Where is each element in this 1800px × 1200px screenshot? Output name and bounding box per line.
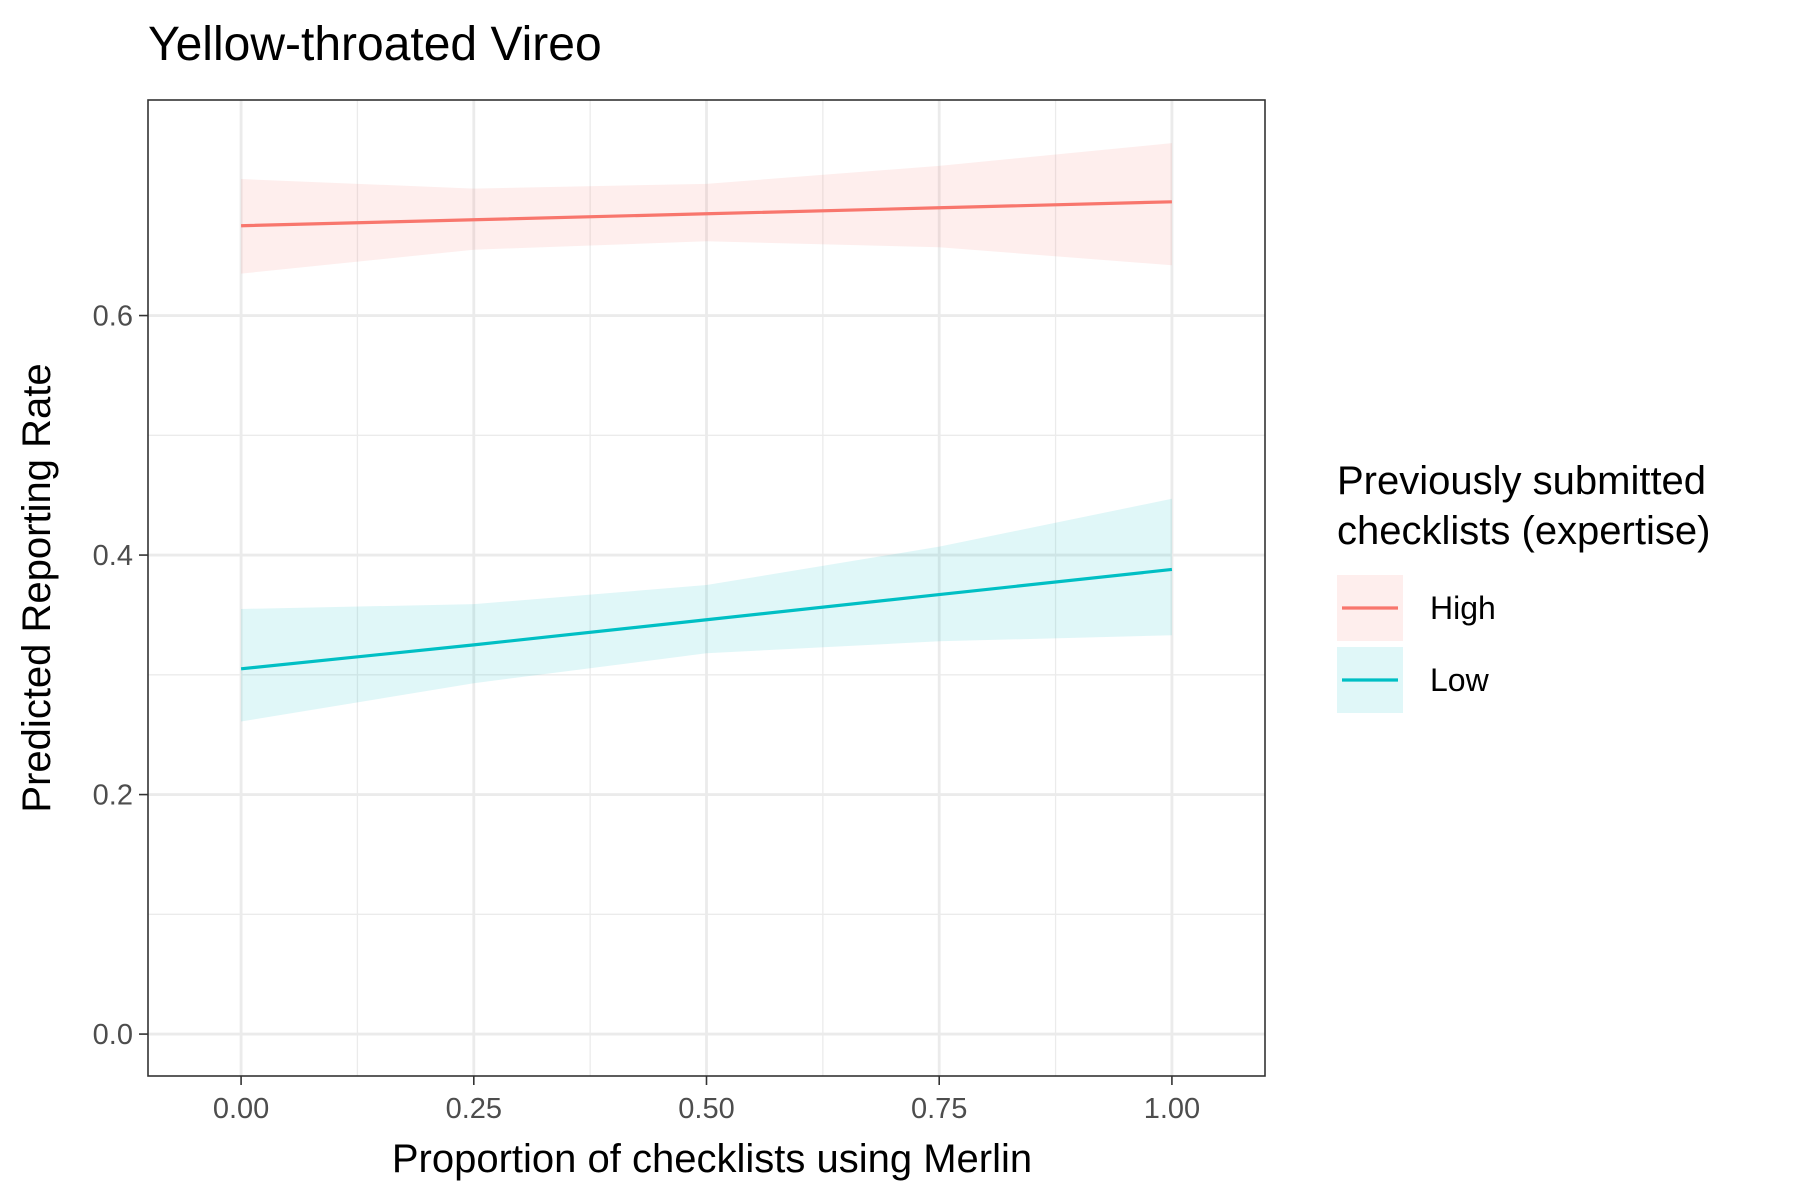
series-line-high bbox=[241, 200, 1172, 228]
x-tick-label: 1.00 bbox=[1144, 1093, 1200, 1125]
x-tick-label: 0.50 bbox=[678, 1093, 734, 1125]
y-axis-ticks: 0.0 0.2 0.4 0.6 bbox=[93, 301, 148, 1051]
y-axis-title: Predicted Reporting Rate bbox=[15, 363, 59, 812]
y-tick-label: 0.6 bbox=[93, 301, 133, 333]
ribbon-low bbox=[241, 498, 1172, 722]
x-axis-title: Proportion of checklists using Merlin bbox=[392, 1137, 1032, 1181]
legend: Previously submitted checklists (experti… bbox=[1337, 459, 1710, 713]
x-tick-label: 0.00 bbox=[213, 1093, 269, 1125]
series-lines bbox=[240, 200, 1173, 671]
legend-title-line-2: checklists (expertise) bbox=[1337, 509, 1710, 553]
legend-label-low: Low bbox=[1430, 662, 1490, 698]
grid-major bbox=[148, 100, 1265, 1076]
legend-title-line-1: Previously submitted bbox=[1337, 459, 1706, 503]
chart-title: Yellow-throated Vireo bbox=[148, 18, 602, 71]
y-tick-label: 0.4 bbox=[93, 540, 133, 572]
confidence-ribbons bbox=[241, 143, 1172, 722]
x-tick-label: 0.25 bbox=[446, 1093, 502, 1125]
x-axis-ticks: 0.00 0.25 0.50 0.75 1.00 bbox=[213, 1076, 1200, 1125]
legend-label-high: High bbox=[1430, 590, 1496, 626]
y-tick-label: 0.2 bbox=[93, 780, 133, 812]
x-tick-label: 0.75 bbox=[911, 1093, 967, 1125]
series-line-low bbox=[240, 567, 1173, 671]
ribbon-high bbox=[241, 143, 1172, 274]
y-tick-label: 0.0 bbox=[93, 1019, 133, 1051]
